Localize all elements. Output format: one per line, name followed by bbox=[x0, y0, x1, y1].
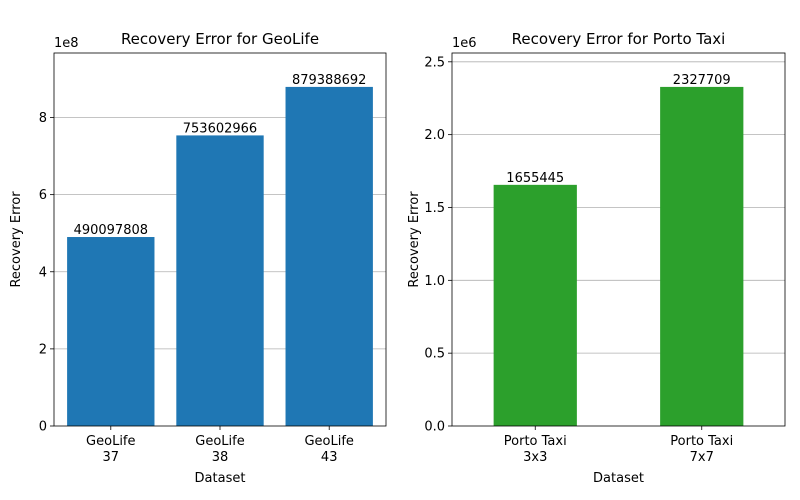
y-offset-text: 1e6 bbox=[452, 36, 477, 51]
data-label-1: 1655445 bbox=[506, 171, 564, 186]
y-axis-label: Recovery Error bbox=[407, 191, 422, 288]
y-axis-label: Recovery Error bbox=[9, 191, 24, 288]
bar-3 bbox=[285, 86, 373, 426]
data-label-2: 753602966 bbox=[183, 121, 257, 136]
x-tick-label-1: Porto Taxi 3x3 bbox=[504, 434, 567, 465]
y-tick-label-2: 0.5 bbox=[424, 347, 445, 362]
y-tick-label-4: 1.5 bbox=[424, 201, 445, 216]
axes-frame bbox=[53, 52, 387, 427]
y-tick-label-2: 2 bbox=[39, 342, 47, 357]
y-tick-label-4: 6 bbox=[39, 188, 47, 203]
y-tick-label-3: 4 bbox=[39, 265, 47, 280]
x-tick-label-2: GeoLife 38 bbox=[195, 434, 244, 465]
x-axis-label: Dataset bbox=[593, 471, 644, 486]
y-tick-label-6: 2.5 bbox=[424, 55, 445, 70]
y-tick-label-1: 0 bbox=[39, 420, 47, 435]
chart-panel-2: 1655445 Porto Taxi 3x3 2327709 Porto Taxi 7x7… bbox=[407, 30, 786, 486]
chart-title: Recovery Error for Porto Taxi bbox=[512, 30, 726, 48]
y-tick-label-5: 8 bbox=[39, 111, 47, 126]
data-label-1: 490097808 bbox=[74, 223, 148, 238]
x-tick-label-2: Porto Taxi 7x7 bbox=[670, 434, 733, 465]
y-tick-label-3: 1.0 bbox=[424, 274, 445, 289]
x-axis-label: Dataset bbox=[195, 471, 246, 486]
chart-panel-1: 490097808 GeoLife 37 753602966 GeoLife 38 8793… bbox=[9, 30, 387, 486]
x-tick-label-1: GeoLife 37 bbox=[86, 434, 135, 465]
y-offset-text: 1e8 bbox=[54, 36, 79, 51]
bar-1 bbox=[493, 184, 577, 426]
y-tick-label-5: 2.0 bbox=[424, 128, 445, 143]
chart-title: Recovery Error for GeoLife bbox=[121, 30, 319, 48]
axes-frame bbox=[451, 52, 786, 427]
y-tick-label-1: 0.0 bbox=[424, 420, 445, 435]
data-label-3: 879388692 bbox=[292, 73, 366, 88]
data-label-2: 2327709 bbox=[673, 73, 731, 88]
x-tick-label-3: GeoLife 43 bbox=[304, 434, 353, 465]
bar-1 bbox=[67, 237, 155, 426]
bar-2 bbox=[176, 135, 264, 426]
bar-2 bbox=[660, 86, 744, 426]
